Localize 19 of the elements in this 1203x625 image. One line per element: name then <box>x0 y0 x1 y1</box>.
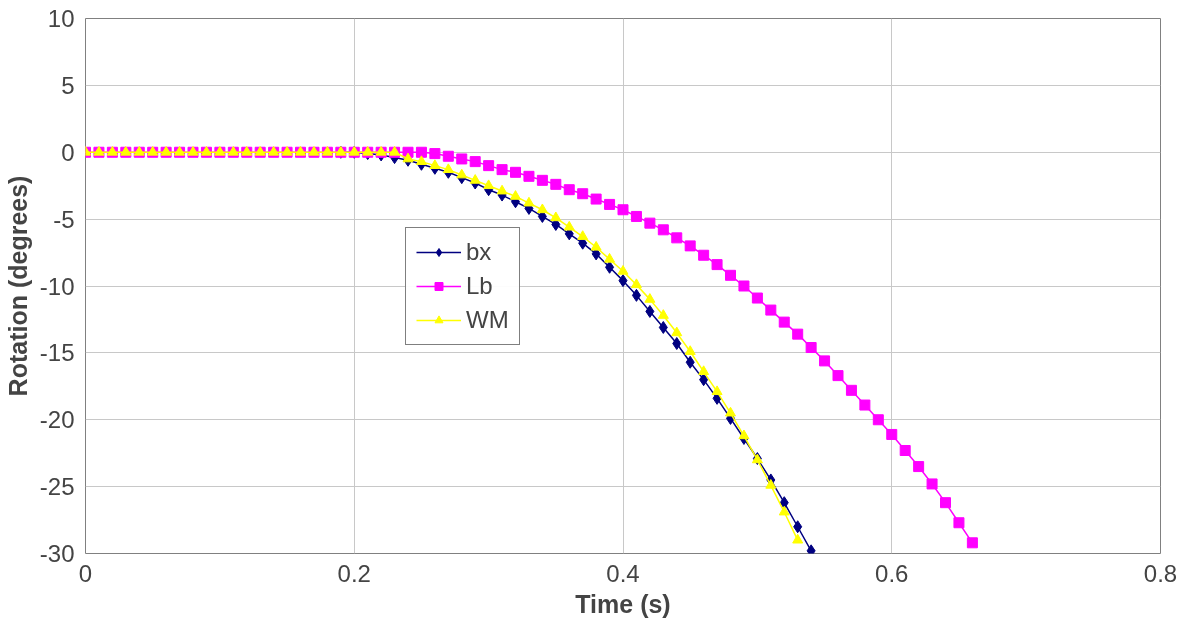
x-tick-label: 0.8 <box>1143 559 1178 587</box>
legend-label: WM <box>466 305 509 334</box>
y-tick-label: 10 <box>47 5 75 32</box>
y-tick-label: 5 <box>61 71 75 99</box>
x-tick-label: 0.2 <box>337 559 371 587</box>
x-axis-title: Time (s) <box>575 589 671 618</box>
y-tick-label: -20 <box>39 406 75 434</box>
x-tick-label: 0.4 <box>606 559 640 587</box>
legend-label: Lb <box>466 271 493 300</box>
x-tick-label: 0 <box>78 559 93 587</box>
y-tick-label: -15 <box>39 339 75 367</box>
y-tick-label: 0 <box>61 138 75 166</box>
x-tick-label: 0.6 <box>875 559 909 587</box>
y-tick-label: -25 <box>39 473 75 501</box>
y-tick-label: -10 <box>39 272 75 300</box>
y-tick-label: -30 <box>39 540 75 567</box>
y-axis-title: Rotation (degrees) <box>3 175 32 397</box>
y-tick-label: -5 <box>53 205 75 233</box>
legend-label: bx <box>466 237 492 266</box>
